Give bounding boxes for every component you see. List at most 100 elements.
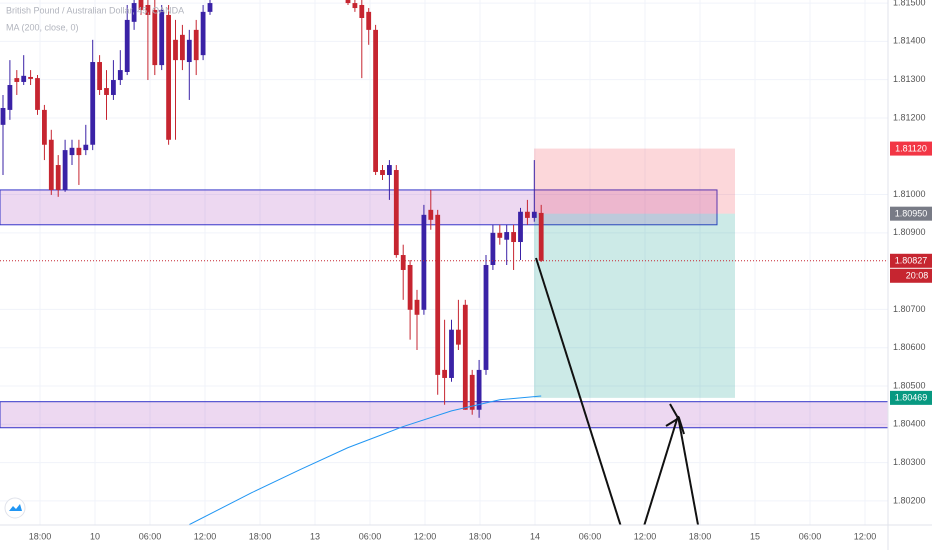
candle-body	[83, 144, 89, 151]
candle-body	[131, 3, 137, 22]
y-tick-label: 1.80200	[893, 495, 926, 505]
candle-body	[180, 34, 185, 61]
y-tick-label: 1.81400	[893, 36, 926, 46]
zone	[0, 401, 888, 429]
candle-body	[62, 150, 68, 190]
x-tick-label: 12:00	[634, 531, 657, 541]
chart-title: British Pound / Australian Dollar, 45, O…	[6, 5, 184, 15]
candle-body	[456, 329, 461, 345]
candle-body	[90, 62, 96, 145]
y-tick-label: 1.81300	[893, 74, 926, 84]
price-label-bg	[890, 141, 932, 156]
x-tick-label: 12:00	[414, 531, 437, 541]
candle-body	[504, 232, 510, 240]
candle-body	[373, 29, 378, 172]
candle-body	[104, 88, 109, 95]
candle-body	[345, 0, 351, 4]
legend-entry: MA (200, close, 0)	[6, 22, 79, 32]
moving-average	[189, 395, 542, 525]
x-tick-label: 10	[90, 531, 100, 541]
y-tick-label: 1.80900	[893, 227, 926, 237]
candle-body	[421, 214, 427, 310]
candle-body	[352, 3, 358, 9]
candle-body	[359, 4, 365, 18]
x-tick-label: 06:00	[579, 531, 602, 541]
logo[interactable]	[4, 497, 26, 519]
candle-body	[476, 369, 482, 410]
zone	[0, 189, 718, 226]
candle-body	[393, 170, 399, 256]
candle-body	[442, 369, 447, 378]
candle-body	[518, 211, 523, 243]
candle-body	[531, 211, 537, 218]
candle-body	[380, 170, 385, 175]
y-tick-label: 1.81500	[893, 0, 926, 7]
candle-body	[76, 147, 82, 156]
candle-body	[200, 11, 206, 56]
candle-body	[28, 76, 33, 79]
candle-body	[173, 39, 178, 61]
y-tick-label: 1.80500	[893, 380, 926, 390]
drawing-line	[677, 415, 700, 525]
candle-body	[366, 11, 372, 30]
drawing-line	[643, 415, 679, 525]
candle-body	[538, 212, 544, 261]
candle-body	[48, 139, 54, 190]
x-tick-label: 06:00	[359, 531, 382, 541]
target-zone	[534, 213, 735, 398]
x-tick-label: 18:00	[689, 531, 712, 541]
y-tick-label: 1.80400	[893, 419, 926, 429]
candle-body	[483, 264, 489, 370]
y-tick-label: 1.80700	[893, 304, 926, 314]
y-tick-label: 1.81000	[893, 189, 926, 199]
candle-body	[35, 78, 40, 110]
candle-body	[462, 304, 468, 410]
series	[0, 0, 888, 525]
x-tick-label: 12:00	[854, 531, 877, 541]
candle-body	[14, 78, 20, 82]
drawings-back	[0, 148, 888, 429]
x-tick-label: 06:00	[799, 531, 822, 541]
candle-body	[387, 165, 392, 175]
price-label: 1.80469	[895, 393, 928, 403]
price-label-bg	[890, 253, 932, 268]
candle-body	[145, 4, 151, 15]
candle-body	[97, 62, 102, 90]
y-tick-label: 1.81200	[893, 112, 926, 122]
countdown-bg	[890, 268, 932, 283]
y-tick-label: 1.80600	[893, 342, 926, 352]
candle-body	[117, 70, 123, 81]
y-tick-label: 1.80300	[893, 457, 926, 467]
candle-body	[511, 232, 516, 243]
candle-body	[490, 232, 496, 265]
candle-body	[407, 264, 413, 310]
candle-body	[525, 211, 530, 218]
candle-body	[124, 19, 130, 72]
price-label: 1.80827	[895, 256, 928, 266]
countdown: 20:08	[906, 271, 929, 281]
stop-zone	[534, 148, 735, 214]
candle-body	[435, 214, 441, 375]
logo-icon[interactable]	[9, 504, 22, 511]
price-label-bg	[890, 390, 932, 405]
candle-body	[428, 209, 434, 220]
candle-body	[166, 14, 171, 140]
candle-body	[138, 0, 144, 10]
x-tick-label: 13	[310, 531, 320, 541]
candle-body	[400, 255, 406, 270]
candle-body	[7, 85, 13, 110]
axes: 1.81500 1.81400 1.81300 1.81200 1.81000 1.809…	[29, 0, 932, 541]
drawing-line	[669, 403, 679, 419]
arrow-head	[665, 416, 685, 435]
candle-body	[414, 299, 420, 315]
candle-body	[193, 29, 199, 61]
candle-body	[55, 165, 61, 190]
grid	[0, 0, 888, 525]
candle-body	[69, 147, 75, 156]
candle-body	[207, 3, 213, 12]
trend-drawing	[535, 257, 700, 525]
x-tick-label: 15	[750, 531, 760, 541]
